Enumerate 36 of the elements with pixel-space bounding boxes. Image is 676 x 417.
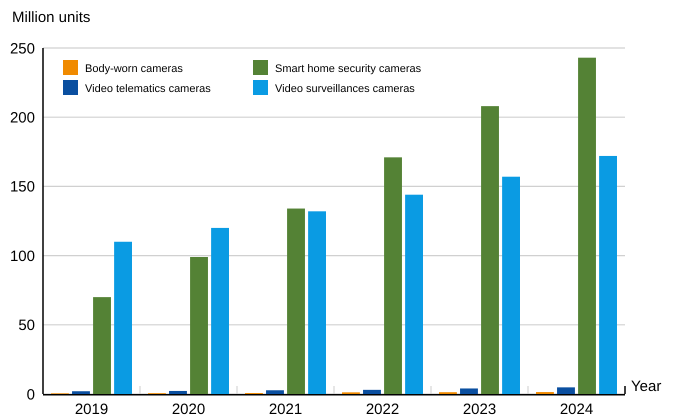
x-axis-title: Year [631, 378, 662, 395]
x-tick-label: 2023 [462, 401, 496, 417]
bar [460, 388, 478, 394]
bar [308, 211, 326, 394]
y-tick-label: 200 [10, 109, 35, 126]
bar [93, 297, 111, 394]
x-tick-label: 2021 [268, 401, 302, 417]
bar [502, 176, 520, 394]
bar [211, 228, 229, 394]
legend-label: Video telematics cameras [85, 82, 212, 95]
bar [384, 157, 402, 394]
bar [481, 106, 499, 394]
x-tick-label: 2022 [366, 401, 400, 417]
bar [266, 390, 284, 394]
y-tick-label: 0 [26, 386, 35, 404]
bar [169, 390, 187, 394]
legend-label: Smart home security cameras [275, 62, 422, 75]
x-tick-label: 2024 [560, 401, 594, 417]
legend-label: Body-worn cameras [85, 62, 184, 75]
y-axis-title: Million units [12, 9, 90, 26]
y-tick-label: 50 [18, 317, 35, 334]
x-tick-label: 2019 [74, 401, 108, 417]
bar [578, 58, 596, 394]
y-tick-label: 250 [10, 40, 35, 58]
y-tick-label: 150 [10, 178, 35, 196]
bar [287, 208, 305, 394]
bar [190, 256, 208, 394]
bar [114, 242, 132, 394]
x-tick-label: 2020 [172, 401, 206, 417]
legend-label: Video surveillances cameras [275, 82, 416, 95]
y-tick-label: 100 [10, 248, 35, 265]
bar [557, 387, 575, 394]
bar [363, 390, 381, 394]
bar [72, 391, 90, 394]
bar [405, 194, 423, 394]
bar [599, 156, 617, 394]
